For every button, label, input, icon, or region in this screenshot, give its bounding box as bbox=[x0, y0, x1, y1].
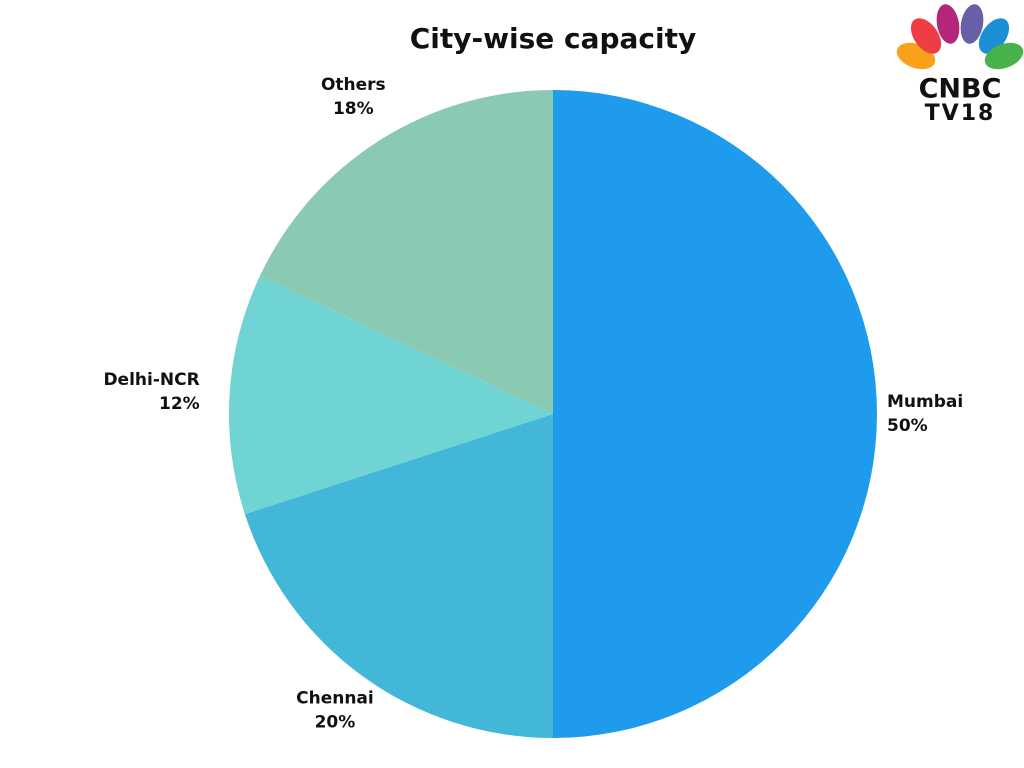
slice-value-label: 12% bbox=[159, 394, 200, 414]
logo-peacock bbox=[896, 4, 1024, 70]
slice-label: Mumbai bbox=[887, 392, 963, 412]
logo: CNBC TV18 bbox=[896, 4, 1024, 126]
slice-value-label: 50% bbox=[887, 416, 928, 436]
pie-slice bbox=[228, 276, 554, 515]
slice-label: Others bbox=[321, 75, 386, 95]
logo-text: CNBC bbox=[919, 74, 1002, 105]
slice-value-label: 18% bbox=[333, 99, 374, 119]
slice-label: Delhi-NCR bbox=[103, 370, 199, 390]
chart-title: City-wise capacity bbox=[410, 22, 697, 55]
pie-slice bbox=[244, 414, 554, 738]
slice-value-label: 20% bbox=[315, 712, 356, 732]
logo-text: TV18 bbox=[925, 101, 996, 126]
pie-slice bbox=[553, 90, 877, 738]
slice-label: Chennai bbox=[296, 688, 374, 708]
pie-slice bbox=[259, 90, 553, 414]
